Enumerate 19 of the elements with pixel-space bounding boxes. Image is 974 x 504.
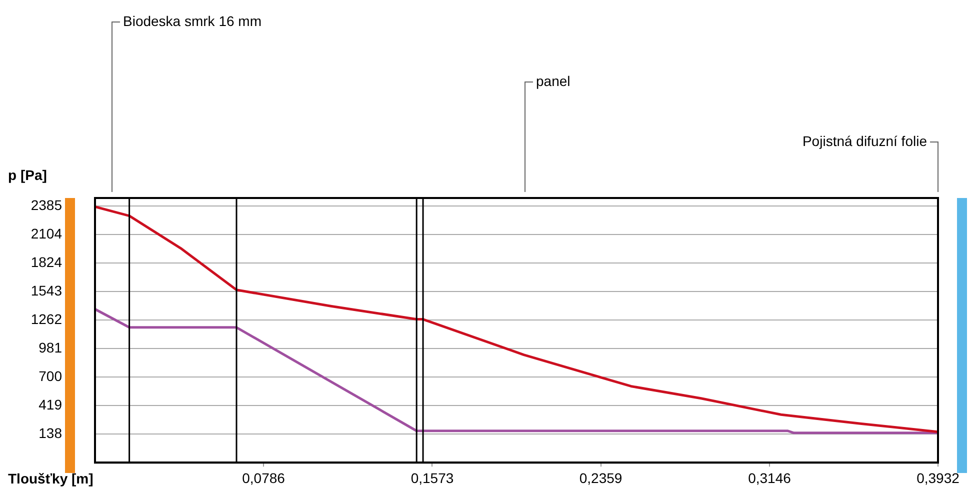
x-tick-label: 0,0786	[242, 470, 286, 486]
text: Pojistná difuzní folie	[802, 132, 928, 149]
y-tick-label: 419	[38, 396, 62, 412]
x-tick-label: 0,3146	[748, 470, 792, 486]
text: panel	[536, 72, 570, 89]
y-tick-label: 2385	[30, 197, 62, 214]
y-tick-label: 700	[38, 368, 62, 384]
y-axis-title: p [Pa]	[8, 166, 47, 183]
y-tick-label: 1543	[30, 282, 62, 298]
x-axis-title: Tloušťky [m]	[8, 470, 94, 486]
x-tick-label: 0,3932	[916, 470, 960, 486]
y-tick-label: 981	[38, 339, 62, 356]
y-tick-label: 1262	[30, 310, 62, 327]
text: Biodeska smrk 16 mm	[123, 12, 262, 29]
x-tick-label: 0,1573	[410, 470, 454, 486]
y-tick-label: 2104	[30, 226, 62, 242]
y-tick-label: 138	[38, 424, 62, 441]
y-tick-label: 1824	[30, 254, 62, 270]
x-tick-label: 0,2359	[579, 470, 622, 486]
